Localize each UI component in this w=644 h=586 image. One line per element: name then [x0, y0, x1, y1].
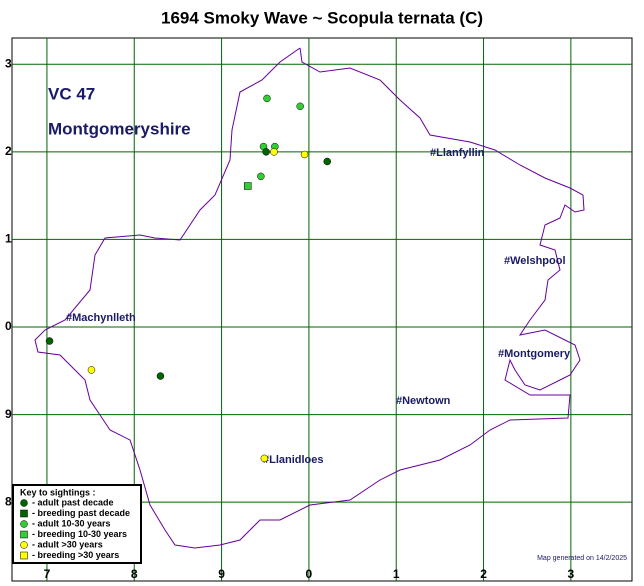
town-label: #Newtown	[396, 395, 451, 407]
town-label: #Llanidloes	[263, 454, 324, 466]
key-symbol	[20, 541, 28, 549]
x-tick-label: 0	[306, 567, 313, 581]
sighting	[260, 454, 269, 463]
y-tick-label: 9	[5, 407, 12, 421]
towns: #Llanfyllin #Welshpool #Machynlleth #Montgo…	[66, 147, 571, 466]
x-tick-label: 7	[44, 567, 51, 581]
x-tick-label: 1	[393, 567, 400, 581]
town-label: #Machynlleth	[66, 312, 136, 324]
region-code: VC 47	[48, 84, 95, 103]
key-symbol	[20, 551, 28, 560]
sighting	[262, 148, 270, 156]
sighting	[263, 94, 271, 103]
map-title: 1694 Smoky Wave ~ Scopula ternata (C)	[161, 8, 483, 27]
sighting	[45, 337, 54, 345]
y-tick-label: 1	[5, 232, 12, 246]
town-label: #Llanfyllin	[430, 147, 485, 159]
y-tick-label: 2	[5, 144, 12, 158]
sighting	[257, 172, 265, 181]
key-label: - breeding >30 years	[32, 550, 119, 560]
region-name: Montgomeryshire	[48, 119, 191, 138]
sighting	[270, 148, 278, 156]
key-symbol	[20, 509, 28, 518]
key-symbol	[20, 499, 28, 507]
y-tick-label: 0	[5, 319, 12, 333]
sighting	[244, 182, 252, 190]
sighting	[87, 366, 96, 374]
sighting	[156, 372, 165, 380]
sighting	[323, 157, 331, 166]
x-tick-label: 8	[131, 567, 138, 581]
sighting	[300, 150, 309, 159]
key: - adult past decade- breeding past decad…	[20, 497, 130, 560]
sightings	[45, 94, 331, 463]
sighting	[296, 102, 304, 111]
x-tick-label: 9	[218, 567, 225, 581]
key-symbol	[20, 520, 28, 528]
key-symbol	[20, 530, 28, 539]
x-tick-label: 3	[568, 567, 575, 581]
key-label: - breeding 10-30 years	[32, 529, 127, 539]
y-tick-label: 3	[5, 56, 12, 70]
key-label: - adult past decade	[32, 497, 114, 507]
key-label: - adult >30 years	[32, 539, 103, 549]
map-frame	[11, 37, 633, 582]
county-boundary	[34, 47, 585, 549]
key-title: Key to sightings :	[20, 487, 96, 497]
footer: Map generated on 14/2/2025	[537, 555, 627, 562]
x-tick-label: 2	[480, 567, 487, 581]
key-label: - breeding past decade	[32, 508, 130, 518]
town-label: #Welshpool	[504, 255, 566, 267]
key-label: - adult 10-30 years	[32, 518, 111, 528]
key-box	[12, 484, 142, 564]
town-label: #Montgomery	[498, 348, 571, 360]
y-tick-label: 8	[5, 494, 12, 508]
